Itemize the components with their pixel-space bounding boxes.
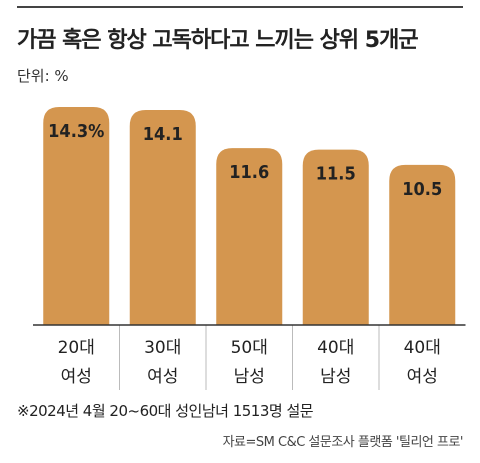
category-label-1-line1: 30대 [144, 338, 181, 358]
category-label-4-line1: 40대 [404, 338, 441, 358]
value-label-4: 10.5 [402, 179, 442, 200]
value-label-3: 11.5 [316, 164, 356, 185]
value-label-0: 14.3% [48, 121, 104, 142]
category-label-1-line2: 여성 [147, 367, 178, 387]
source-note: 자료=SM C&C 설문조사 플랫폼 '틸리언 프로' [222, 435, 464, 450]
category-label-2-line2: 남성 [234, 367, 265, 387]
category-label-0-line1: 20대 [58, 338, 95, 358]
unit-label: 단위: % [17, 67, 69, 85]
category-label-3-line2: 남성 [320, 367, 351, 387]
category-label-2-line1: 50대 [231, 338, 268, 358]
bar-1 [129, 110, 196, 325]
bar-4 [389, 164, 456, 325]
bar-3 [302, 149, 369, 325]
footnote: ※2024년 4월 20~60대 성인남녀 1513명 설문 [17, 402, 314, 420]
bar-2 [216, 148, 283, 325]
category-label-0-line2: 여성 [61, 367, 92, 387]
value-label-2: 11.6 [229, 162, 269, 183]
value-label-1: 14.1 [143, 124, 183, 145]
category-label-4-line2: 여성 [407, 367, 438, 387]
chart-title: 가끔 혹은 항상 고독하다고 느끼는 상위 5개군 [17, 28, 419, 53]
top-rule [17, 6, 463, 8]
bar-0 [43, 107, 110, 325]
category-label-3-line1: 40대 [317, 338, 354, 358]
